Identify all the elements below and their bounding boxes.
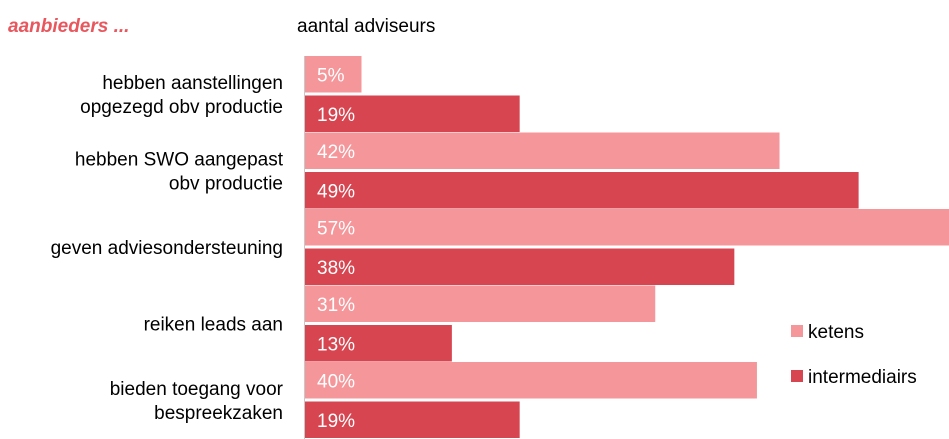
bar-value-label: 5% [317,65,345,86]
category-label: opgezegd obv productie [80,97,283,118]
bar-ketens-2 [305,209,949,246]
bar-value-label: 49% [317,181,355,202]
bar-intermediairs-1 [305,172,859,209]
category-label: bieden toegang voor [110,379,284,400]
bar-value-label: 57% [317,218,355,239]
category-label: bespreekzaken [154,403,283,424]
category-labels-group: hebben aanstellingen opgezegd obv product… [51,73,284,424]
category-label: hebben aanstellingen [102,73,283,94]
bar-intermediairs-4 [305,401,520,438]
bar-ketens-3 [305,285,656,322]
bar-ketens-1 [305,132,780,169]
bar-ketens-0 [305,56,362,93]
category-label: geven adviesondersteuning [51,238,283,259]
legend-label-ketens: ketens [808,322,864,343]
bar-value-label: 31% [317,295,355,316]
bar-value-label: 42% [317,142,355,163]
category-label: reiken leads aan [144,315,283,336]
bar-value-label: 38% [317,258,355,279]
chart-header-left: aanbieders ... [8,16,129,37]
legend-label-intermediairs: intermediairs [808,367,917,388]
legend: ketens intermediairs [791,322,917,388]
bar-value-label: 13% [317,334,355,355]
bar-intermediairs-2 [305,248,735,285]
bar-intermediairs-0 [305,95,520,132]
legend-swatch-ketens [791,325,803,337]
bar-intermediairs-3 [305,325,452,362]
bar-value-label: 19% [317,411,355,432]
bars-group: 5% 19% 42% 49% 57% 38% 31% 13% 40% 19% [305,56,949,438]
category-label: obv productie [169,174,283,195]
bar-ketens-4 [305,362,757,399]
legend-swatch-intermediairs [791,370,803,382]
bar-value-label: 19% [317,105,355,126]
bar-value-label: 40% [317,371,355,392]
category-label: hebben SWO aangepast [75,150,284,171]
chart-header-right: aantal adviseurs [297,16,435,37]
